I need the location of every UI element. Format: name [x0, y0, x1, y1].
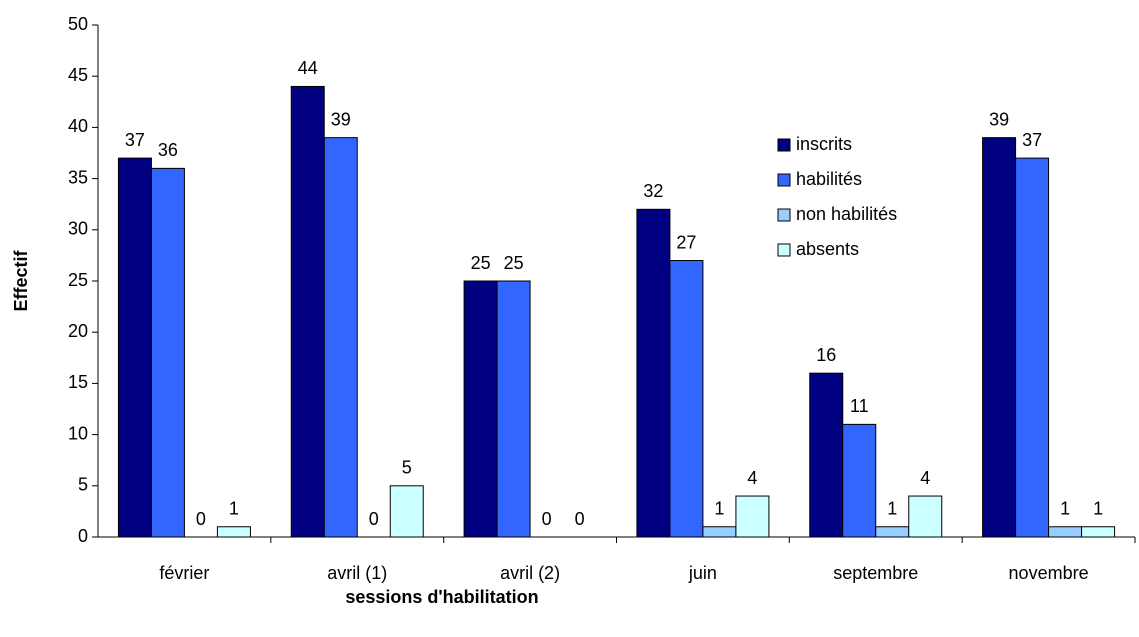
y-tick-label: 40: [68, 116, 88, 136]
data-label: 37: [1022, 130, 1042, 150]
bar: [150, 167, 185, 538]
data-label: 4: [747, 468, 757, 488]
data-label: 16: [816, 345, 836, 365]
bar: [496, 280, 531, 538]
bar: [1081, 526, 1116, 538]
bar: [875, 526, 910, 538]
data-label: 36: [158, 140, 178, 160]
legend-swatch: [777, 243, 791, 257]
data-label: 1: [1093, 499, 1103, 519]
legend-label: habilités: [796, 169, 862, 189]
data-label: 39: [989, 109, 1009, 129]
y-tick-label: 50: [68, 14, 88, 34]
legend-swatch: [777, 173, 791, 187]
legend-label: inscrits: [796, 134, 852, 154]
data-label: 1: [887, 499, 897, 519]
bar: [463, 280, 498, 538]
bar: [290, 85, 325, 538]
x-tick-label: juin: [688, 563, 717, 583]
data-label: 1: [714, 499, 724, 519]
data-label: 25: [504, 253, 524, 273]
data-label: 0: [369, 509, 379, 529]
data-label: 1: [1060, 499, 1070, 519]
data-label: 44: [298, 58, 318, 78]
y-tick-label: 45: [68, 65, 88, 85]
data-label: 0: [575, 509, 585, 529]
y-tick-label: 0: [78, 526, 88, 546]
data-label: 32: [643, 181, 663, 201]
x-tick-label: avril (2): [500, 563, 560, 583]
x-tick-label: novembre: [1009, 563, 1089, 583]
bar: [702, 526, 737, 538]
data-label: 27: [676, 232, 696, 252]
x-axis-title: sessions d'habilitation: [345, 587, 538, 607]
data-label: 0: [542, 509, 552, 529]
data-label: 1: [229, 499, 239, 519]
data-label: 11: [850, 396, 869, 416]
bar: [117, 157, 152, 538]
data-label: 0: [196, 509, 206, 529]
x-tick-label: février: [159, 563, 209, 583]
y-tick-label: 25: [68, 270, 88, 290]
legend-label: non habilités: [796, 204, 897, 224]
bar: [1048, 526, 1083, 538]
bar: [216, 526, 251, 538]
bar: [842, 423, 877, 538]
y-tick-label: 35: [68, 167, 88, 187]
y-axis-title: Effectif: [11, 249, 31, 311]
bar: [389, 485, 424, 538]
bar: [636, 208, 671, 538]
bar: [809, 372, 844, 538]
x-tick-label: septembre: [833, 563, 918, 583]
data-label: 5: [402, 458, 412, 478]
legend-swatch: [777, 208, 791, 222]
data-label: 39: [331, 109, 351, 129]
bar: [908, 495, 943, 538]
y-tick-label: 5: [78, 475, 88, 495]
y-tick-label: 10: [68, 423, 88, 443]
legend-label: absents: [796, 239, 859, 259]
data-label: 37: [125, 130, 145, 150]
legend-swatch: [777, 138, 791, 152]
x-tick-label: avril (1): [327, 563, 387, 583]
y-tick-label: 15: [68, 372, 88, 392]
data-label: 4: [920, 468, 930, 488]
bar: [323, 137, 358, 538]
bar: [735, 495, 770, 538]
data-label: 25: [471, 253, 491, 273]
y-tick-label: 30: [68, 219, 88, 239]
bar: [669, 260, 704, 538]
y-tick-label: 20: [68, 321, 88, 341]
bar: [982, 137, 1017, 538]
bar: [1015, 157, 1050, 538]
